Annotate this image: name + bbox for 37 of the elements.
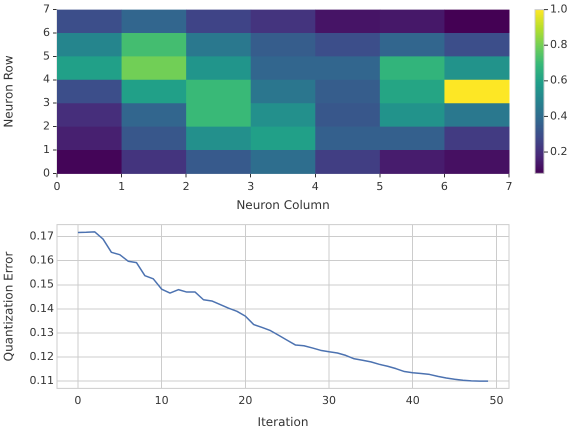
color-bar-label: 0.8 [550,38,568,52]
y-axis-title: Neuron Row [1,55,16,128]
x-tick-label: 50 [489,394,504,407]
x-tick-label: 5 [376,180,384,193]
y-tick-label: 2 [43,119,50,132]
y-tick-label: 0.13 [30,326,54,339]
y-tick-label: 0.16 [30,254,54,267]
y-tick-label: 1 [43,142,50,156]
color-bar-label: 1.0 [550,2,568,16]
x-tick-label: 0 [74,394,82,407]
y-axis-title: Quantization Error [1,252,16,362]
x-tick-label: 6 [440,180,448,193]
y-tick-label: 0.12 [30,350,54,363]
color-bar-label: 0.4 [550,109,568,122]
y-tick-label: 3 [43,96,50,110]
x-axis-title: Iteration [258,414,308,429]
x-tick-label: 30 [322,394,336,407]
color-bar-label: 0.6 [550,74,568,87]
y-tick-label: 0.15 [30,278,54,291]
y-tick-label: 0.11 [30,374,54,388]
y-tick-label: 0.17 [30,230,54,243]
y-tick-label: 7 [43,2,50,16]
x-tick-label: 2 [182,180,190,193]
x-tick-label: 7 [506,180,512,193]
y-tick-label: 6 [43,26,50,39]
color-bar-label: 0.2 [550,144,568,158]
x-tick-label: 1 [118,180,126,193]
y-tick-label: 0.14 [30,302,54,315]
x-tick-label: 4 [312,180,319,193]
y-tick-label: 0 [43,166,50,180]
x-tick-label: 10 [154,394,169,407]
x-tick-label: 20 [238,394,252,407]
x-tick-label: 40 [406,394,420,407]
x-tick-label: 3 [247,180,254,193]
x-axis-title: Neuron Column [236,198,330,212]
y-tick-label: 4 [43,72,50,86]
y-tick-label: 5 [43,49,50,62]
